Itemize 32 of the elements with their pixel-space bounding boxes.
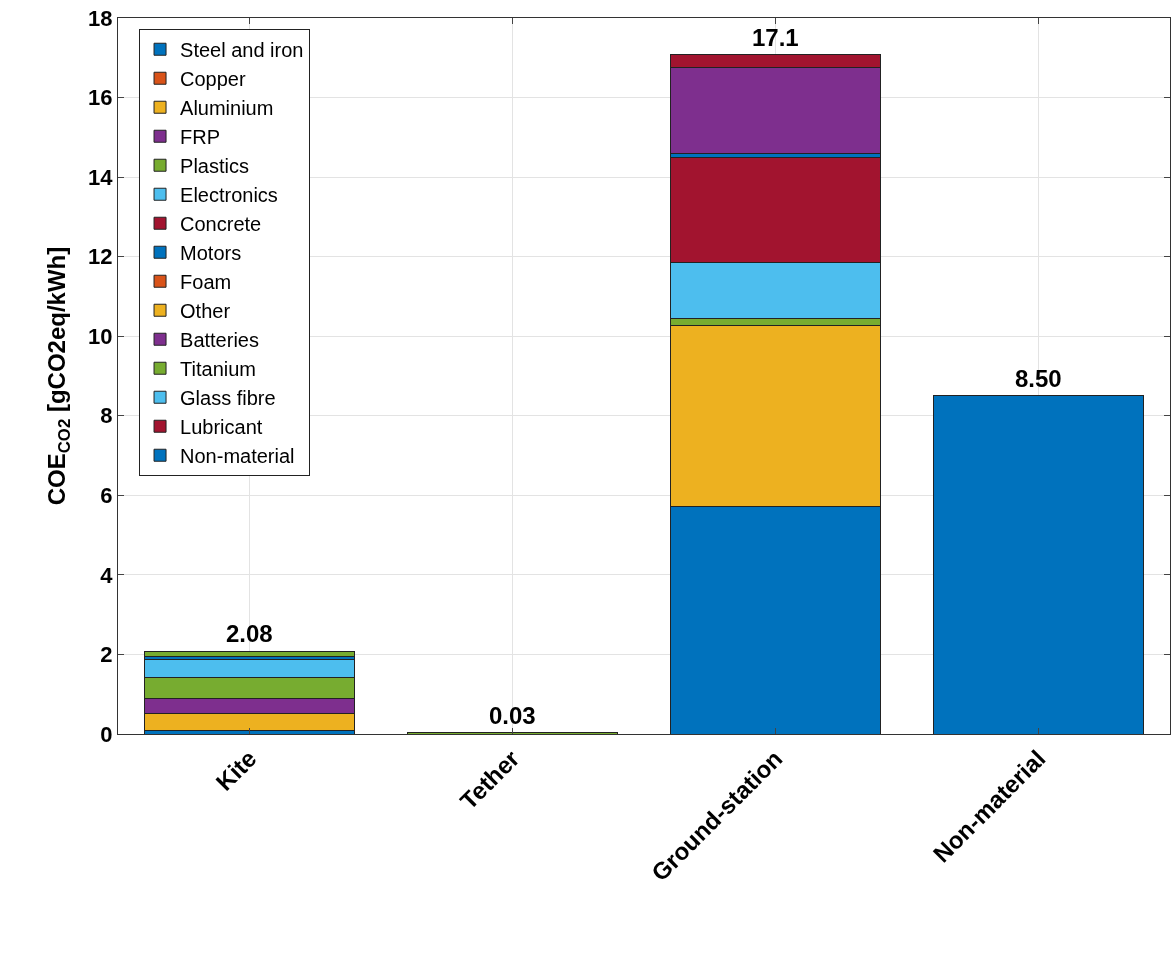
- y-tick-label: 14: [88, 164, 114, 190]
- y-tick-label: 8: [100, 403, 113, 429]
- total-label: 2.08: [226, 620, 273, 647]
- y-tick-label: 6: [100, 483, 113, 509]
- y-tick-label: 0: [100, 721, 113, 747]
- legend-label: Batteries: [180, 329, 259, 352]
- legend-label: Plastics: [180, 155, 249, 178]
- y-tick-label: 4: [100, 562, 114, 588]
- legend-label: Steel and iron: [180, 39, 304, 62]
- bar: [932, 395, 1145, 734]
- total-label: 8.50: [1015, 365, 1062, 392]
- total-label: 0.03: [489, 702, 536, 729]
- x-tick-label: Kite: [210, 744, 262, 796]
- legend-label: Other: [180, 300, 231, 323]
- y-tick-label: 18: [88, 5, 113, 31]
- legend-label: Copper: [180, 68, 246, 91]
- legend-label: Aluminium: [180, 97, 274, 120]
- legend-label: Non-material: [180, 445, 295, 468]
- bar: [143, 650, 356, 658]
- y-tick-label: 12: [88, 244, 113, 270]
- y-tick-label: 2: [100, 642, 113, 668]
- legend-label: FRP: [180, 126, 221, 149]
- legend-label: Foam: [180, 271, 232, 294]
- legend-label: Titanium: [180, 358, 256, 381]
- y-tick-label: 16: [88, 85, 113, 111]
- legend-label: Glass fibre: [180, 387, 276, 410]
- legend-label: Motors: [180, 242, 242, 265]
- legend-label: Lubricant: [180, 416, 263, 439]
- legend-label: Concrete: [180, 213, 262, 236]
- y-tick-label: 10: [88, 323, 113, 349]
- legend-label: Electronics: [180, 184, 278, 207]
- total-label: 17.1: [752, 24, 799, 51]
